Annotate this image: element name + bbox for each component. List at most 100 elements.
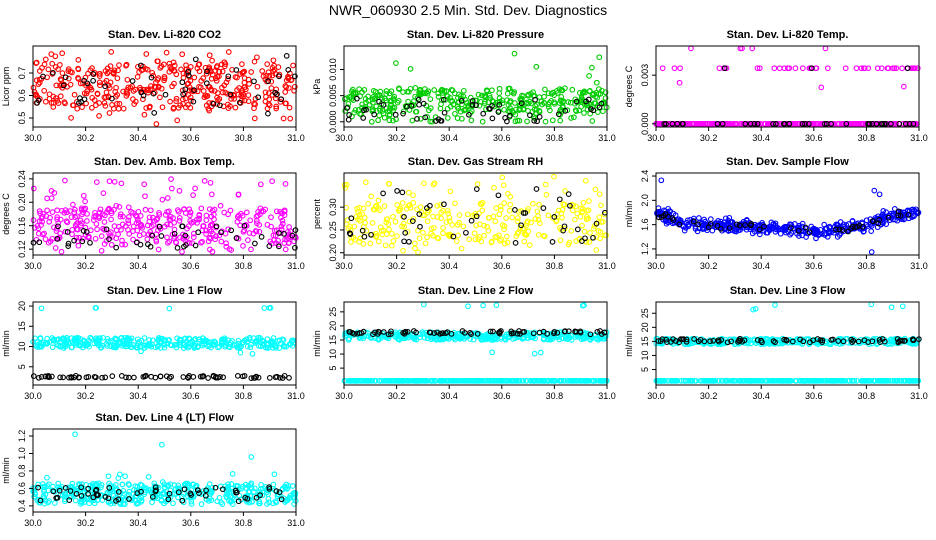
data-point — [747, 120, 754, 127]
data-point — [232, 104, 239, 111]
data-point — [79, 211, 85, 218]
data-point — [135, 208, 142, 215]
data-point — [897, 213, 904, 219]
data-point — [214, 63, 221, 69]
data-point — [255, 209, 261, 215]
data-point — [108, 241, 115, 248]
data-point — [390, 238, 397, 244]
data-point — [243, 209, 250, 216]
data-point — [354, 95, 360, 102]
y-axis-label: degrees C — [1, 193, 11, 235]
data-point — [490, 213, 497, 220]
data-point — [176, 217, 183, 224]
data-point — [123, 62, 129, 69]
data-point — [427, 96, 434, 102]
data-point — [68, 115, 74, 121]
series-1 — [30, 304, 297, 357]
data-point — [799, 223, 805, 230]
data-point — [582, 235, 588, 242]
y-axis-label: ml/min — [1, 330, 11, 357]
data-point — [141, 335, 148, 341]
data-point — [834, 234, 841, 240]
data-point — [828, 229, 834, 236]
data-point — [498, 336, 504, 342]
data-point — [228, 227, 235, 234]
data-point — [449, 222, 456, 228]
data-point — [125, 217, 132, 224]
data-point — [158, 85, 165, 92]
data-point — [268, 214, 274, 221]
data-point — [833, 226, 839, 233]
data-point — [749, 230, 756, 237]
data-points — [341, 301, 610, 384]
data-point — [203, 217, 210, 224]
y-tick-label: 15 — [640, 336, 650, 346]
data-point — [348, 239, 354, 245]
data-point — [205, 375, 211, 381]
data-point — [157, 373, 164, 380]
data-point — [269, 178, 275, 185]
data-point — [234, 74, 240, 81]
data-point — [157, 64, 164, 71]
data-points — [653, 45, 921, 127]
panel-4: Stan. Dev. Amb. Box Temp.degrees C30.0 30… — [1, 156, 305, 271]
data-point — [574, 210, 581, 217]
data-point — [518, 222, 524, 229]
data-point — [441, 201, 447, 208]
data-point — [580, 199, 587, 206]
data-point — [100, 190, 107, 196]
y-tick-label: 2.4 — [640, 170, 650, 183]
data-point — [71, 91, 78, 98]
data-point — [704, 227, 711, 234]
x-tick-label: 30.0 — [24, 391, 42, 401]
data-point — [875, 220, 882, 227]
x-tick-label: 30.4 — [440, 391, 458, 401]
data-point — [460, 87, 467, 94]
data-point — [98, 247, 105, 254]
data-point — [208, 191, 215, 198]
data-point — [576, 90, 583, 96]
data-point — [264, 345, 271, 351]
data-point — [730, 221, 737, 227]
data-point — [380, 102, 387, 108]
data-point — [237, 349, 244, 356]
data-point — [392, 218, 399, 225]
data-point — [191, 87, 197, 93]
data-point — [376, 112, 383, 119]
data-point — [58, 77, 65, 84]
data-point — [878, 65, 885, 72]
data-point — [194, 344, 201, 351]
data-point — [671, 120, 678, 127]
data-point — [469, 102, 476, 108]
data-point — [871, 187, 878, 194]
data-point — [241, 97, 248, 104]
data-point — [507, 99, 513, 106]
data-point — [233, 67, 240, 73]
data-point — [499, 174, 506, 181]
data-point — [377, 92, 383, 99]
data-point — [473, 102, 479, 109]
data-point — [677, 65, 683, 72]
data-point — [680, 120, 686, 127]
data-point — [443, 219, 450, 225]
data-point — [721, 65, 728, 72]
data-point — [367, 240, 374, 247]
data-point — [227, 91, 234, 98]
x-tick-label: 30.0 — [647, 391, 665, 401]
data-point — [525, 91, 532, 98]
data-point — [888, 304, 895, 311]
data-point — [821, 221, 828, 228]
x-tick-label: 30.6 — [493, 133, 511, 143]
data-point — [173, 71, 180, 78]
data-point — [186, 343, 192, 350]
data-point — [292, 233, 299, 240]
data-point — [388, 230, 395, 237]
data-point — [191, 344, 198, 350]
data-point — [211, 338, 218, 345]
data-point — [456, 219, 462, 226]
data-point — [444, 115, 451, 121]
data-point — [559, 206, 566, 213]
data-point — [288, 338, 295, 345]
data-point — [220, 374, 226, 381]
